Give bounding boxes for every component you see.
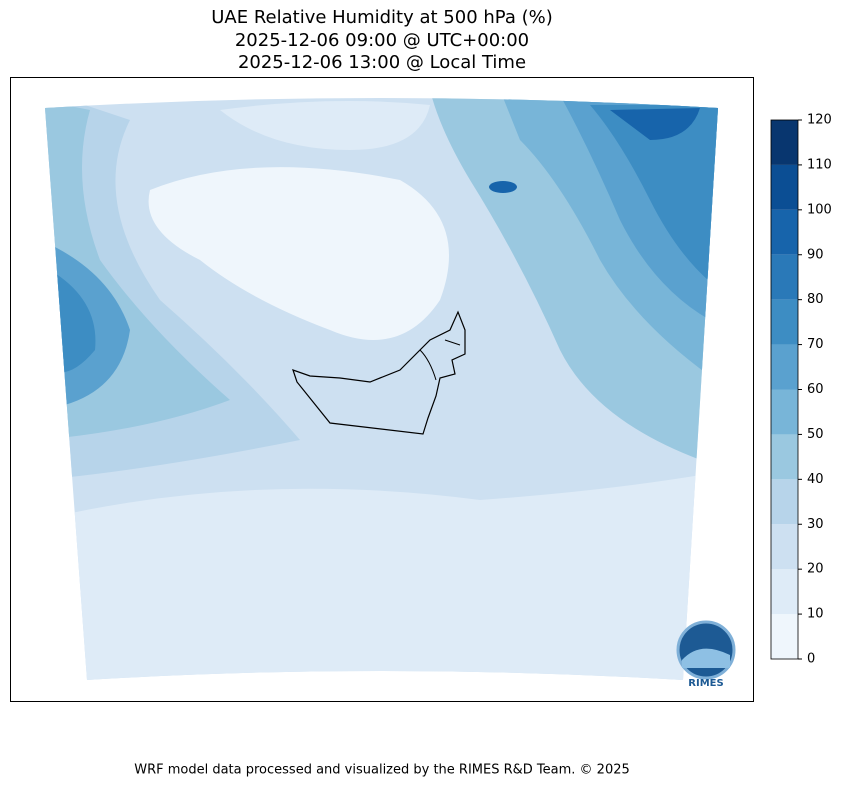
map-field: [45, 98, 718, 680]
colorbar-tick-label: 40: [807, 472, 824, 487]
title-line: UAE Relative Humidity at 500 hPa (%): [211, 7, 552, 28]
border: [419, 339, 461, 381]
colorbar-bin: [771, 120, 798, 165]
logo-label: RIMES: [688, 678, 723, 689]
colorbar-bin: [771, 254, 798, 300]
colorbar-tick-label: 120: [807, 113, 832, 128]
colorbar-bin: [771, 434, 798, 480]
title-line: 2025-12-06 09:00 @ UTC+00:00: [235, 30, 529, 51]
colorbar-tick-label: 0: [807, 652, 815, 667]
colorbar-bin: [771, 524, 798, 570]
colorbar-tick-label: 110: [807, 157, 832, 172]
colorbar-tick-label: 20: [807, 562, 824, 577]
logo-wave: [682, 648, 730, 668]
title-line: 2025-12-06 13:00 @ Local Time: [238, 52, 526, 73]
colorbar-bin: [771, 164, 798, 210]
colorbar-tick-label: 80: [807, 292, 824, 307]
colorbar-bin: [771, 209, 798, 255]
colorbar-bin: [771, 479, 798, 525]
colorbar-tick-label: 30: [807, 517, 824, 532]
footer: WRF model data processed and visualized …: [134, 763, 630, 778]
logo: RIMES: [676, 620, 736, 689]
colorbar-bin: [771, 299, 798, 345]
colorbar-bin: [771, 344, 798, 390]
colorbar-bin: [771, 569, 798, 615]
colorbar-tick-label: 70: [807, 337, 824, 352]
colorbar-bin: [771, 389, 798, 435]
colorbar-tick-label: 100: [807, 202, 832, 217]
colorbar-bin: [771, 614, 798, 659]
colorbar: 0 10 20 30 40 50 60 70 80 90 100 110 120: [770, 113, 832, 667]
colorbar-tick-label: 50: [807, 427, 824, 442]
uae-outline: [292, 310, 466, 435]
colorbar-tick-label: 10: [807, 607, 824, 622]
colorbar-tick-label: 60: [807, 382, 824, 397]
colorbar-tick-label: 90: [807, 247, 824, 262]
